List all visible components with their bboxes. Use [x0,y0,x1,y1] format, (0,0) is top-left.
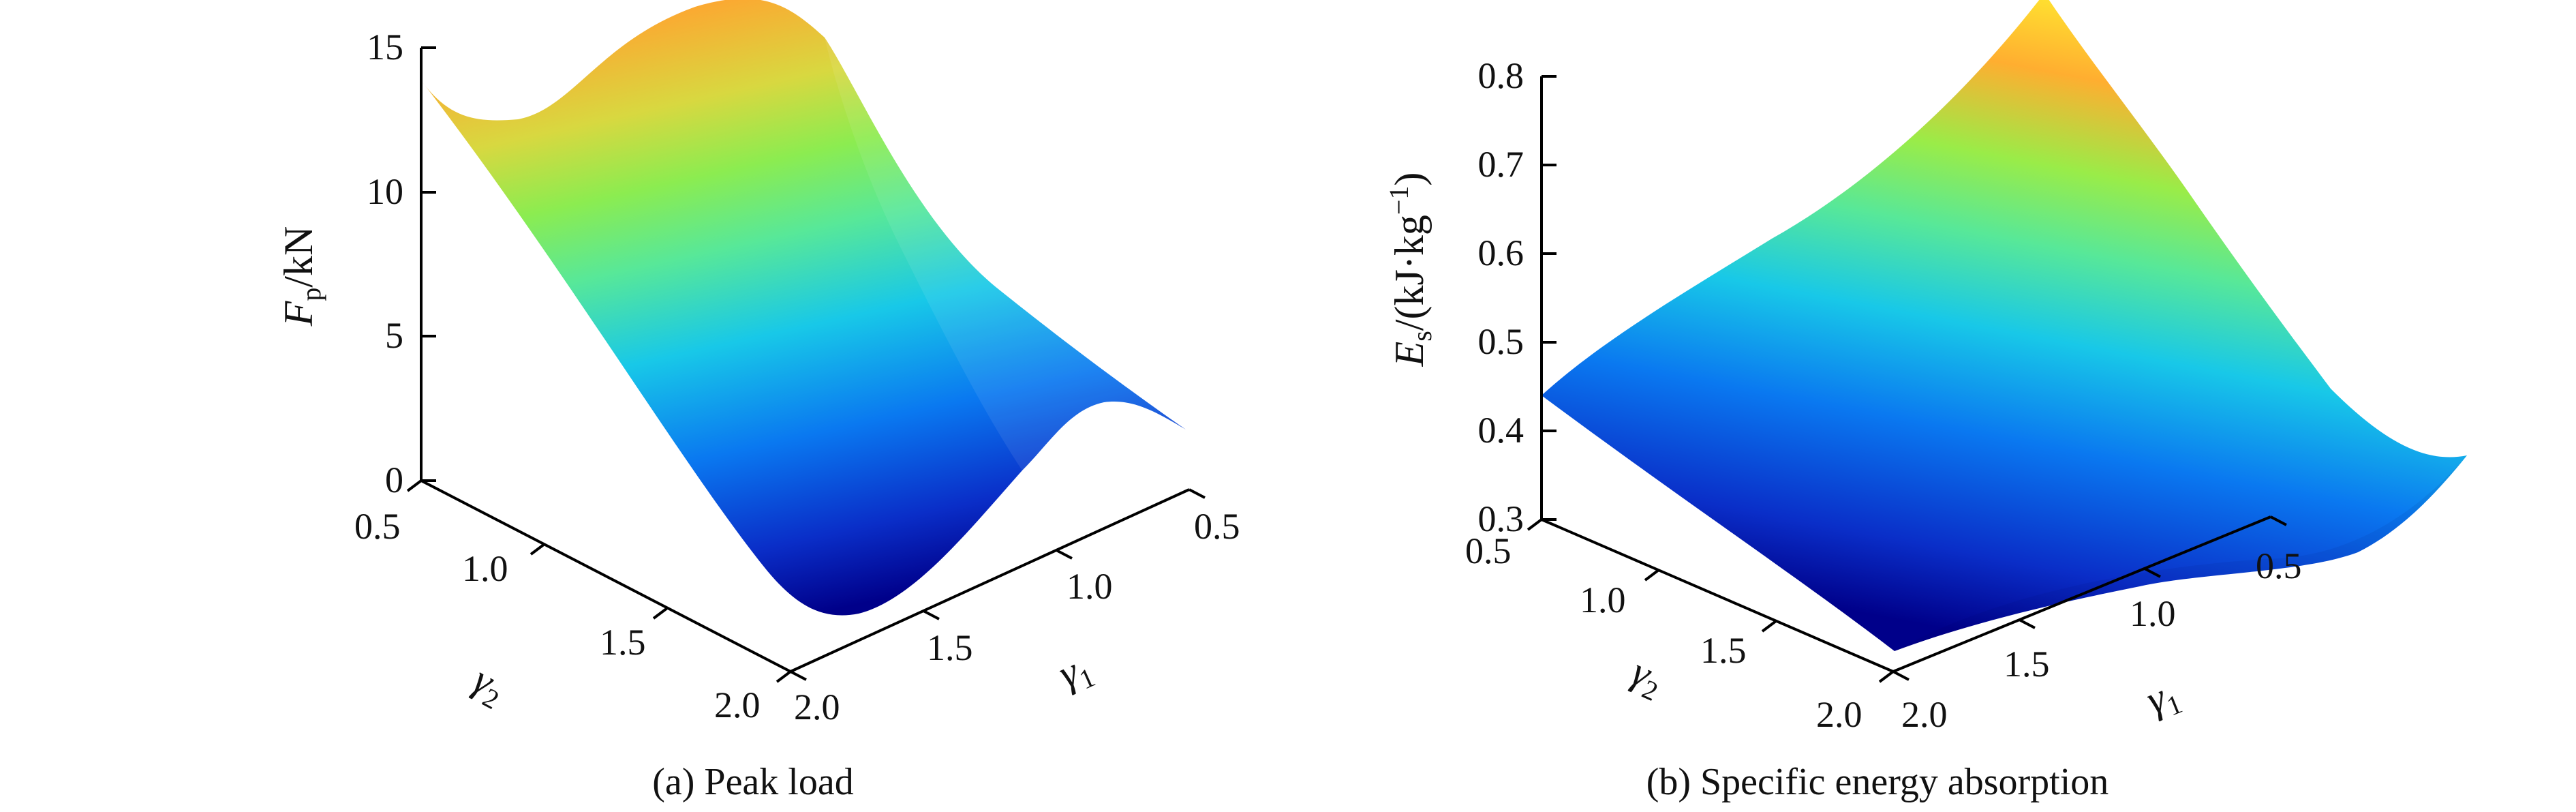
surface-b-shade [1895,455,2467,651]
z-tick-label-b-4: 0.7 [1478,144,1524,185]
gamma1-tick-b-1 [2144,567,2161,578]
gamma2-tick-a-2 [652,607,669,620]
gamma1-tick-label-b-2: 1.5 [2004,644,2050,685]
gamma1-tick-b-3 [1892,670,1910,681]
gamma2-axis-a [420,479,791,673]
gamma2-tick-label-b-0: 0.5 [1465,530,1512,571]
gamma1-tick-b-2 [2019,618,2036,629]
z-tick-label-b-5: 0.8 [1478,55,1524,96]
gamma1-axis-a [790,488,1190,673]
gamma1-tick-label-b-1: 1.0 [2130,593,2176,634]
z-axis-label-b-unit-post: ) [1387,172,1432,186]
gamma1-tick-a-3 [790,670,807,681]
gamma1-tick-label-b-0: 0.5 [2256,545,2302,586]
z-tick-label-a-3: 15 [367,27,403,67]
gamma2-tick-a-3 [776,670,792,683]
z-tick-label-a-1: 5 [385,315,403,356]
gamma1-tick-a-1 [1056,549,1073,560]
z-tick-label-a-0: 0 [385,460,403,500]
gamma2-tick-a-1 [530,543,546,556]
gamma2-axis-label-b: γ2 [1623,649,1670,707]
z-tick-label-b-3: 0.6 [1478,232,1524,273]
z-tick-label-b-2: 0.5 [1478,321,1524,362]
surface-a-shade [825,37,1186,470]
caption-a: (a) Peak load [652,761,853,803]
z-axis-label-b-sup: −1 [1383,186,1414,215]
gamma2-tick-label-b-2: 1.5 [1700,630,1747,671]
gamma2-tick-b-3 [1878,670,1895,683]
gamma1-tick-label-a-1: 1.0 [1067,566,1113,607]
z-axis-label-a-main: F [276,300,321,327]
z-axis-label-a-sub: p [296,288,326,301]
z-tick-label-b-0: 0.3 [1478,498,1524,539]
gamma1-tick-b-0 [2270,515,2287,526]
gamma2-tick-label-b-1: 1.0 [1580,580,1626,620]
surface-b [1542,0,2467,651]
gamma1-axis-label-b: γ1 [2140,670,2186,728]
gamma1-tick-label-b-3: 2.0 [1901,694,1948,735]
z-tick-label-b-1: 0.4 [1478,410,1524,451]
panel-a: 0 5 10 15 Fp/kN 0.5 1.0 1.5 2.0 γ2 0.5 1… [276,0,1240,803]
gamma2-tick-label-a-3: 2.0 [714,685,761,725]
z-axis-label-b-main: E [1387,342,1432,367]
z-tick-label-a-2: 10 [367,171,403,212]
gamma2-axis-label-a: γ2 [463,657,513,715]
caption-b: (b) Specific energy absorption [1646,761,2109,803]
gamma2-tick-label-a-1: 1.0 [462,548,508,589]
surface-a [421,0,1186,616]
gamma1-tick-label-a-3: 2.0 [794,687,840,727]
gamma2-tick-b-0 [1527,518,1543,531]
gamma1-tick-label-a-0: 0.5 [1194,506,1240,547]
gamma1-axis-label-a: γ1 [1052,644,1099,702]
gamma2-tick-b-1 [1644,569,1660,582]
z-axis-label-a: Fp/kN [276,226,326,327]
gamma1-tick-a-0 [1189,488,1206,499]
gamma2-tick-label-b-3: 2.0 [1816,694,1862,735]
z-axis-label-a-unit: /kN [276,226,321,288]
gamma2-tick-a-0 [406,479,423,492]
gamma2-tick-label-a-2: 1.5 [600,622,646,663]
z-axis-label-b: Es/(kJ·kg−1) [1383,172,1437,367]
gamma1-tick-a-2 [923,610,940,620]
gamma2-axis-b [1541,518,1894,673]
panel-b: 0.3 0.4 0.5 0.6 0.7 0.8 Es/(kJ·kg−1) 0.5… [1383,0,2467,803]
gamma1-tick-label-a-2: 1.5 [927,627,973,668]
z-axis-label-b-sub: s [1407,331,1437,342]
gamma2-tick-label-a-0: 0.5 [354,506,401,547]
gamma1-axis-b [1892,515,2271,673]
gamma2-tick-b-2 [1761,620,1777,633]
z-axis-label-b-unit-pre: /(kJ·kg [1387,215,1432,331]
